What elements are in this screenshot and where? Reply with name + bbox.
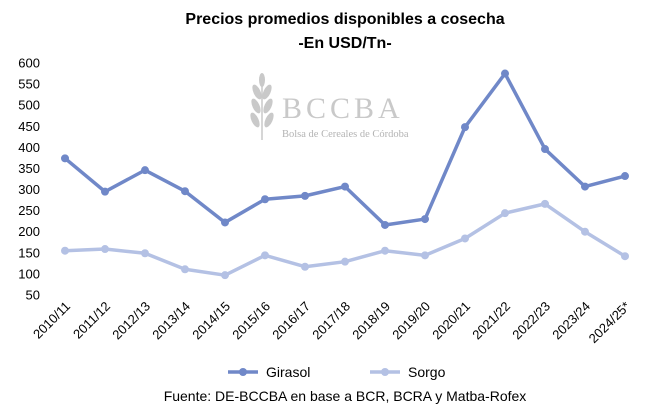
data-point-sorgo — [101, 245, 109, 254]
data-point-sorgo — [621, 252, 629, 261]
legend: Girasol Sorgo — [228, 364, 446, 380]
data-point-sorgo — [461, 234, 469, 243]
x-tick-label: 2014/15 — [189, 299, 233, 343]
x-tick-label: 2022/23 — [509, 299, 553, 343]
y-axis: 50 100 150 200 250 300 350 400 450 500 550 600 — [18, 56, 40, 303]
data-point-girasol — [141, 166, 149, 175]
x-tick-label: 2010/11 — [30, 299, 73, 342]
series-layer — [61, 69, 629, 280]
x-tick-label: 2018/19 — [349, 299, 393, 343]
data-point-girasol — [461, 123, 469, 132]
legend-item-girasol: Girasol — [228, 364, 310, 380]
x-tick-label: 2017/18 — [309, 299, 353, 343]
x-axis: 2010/112011/122012/132013/142014/152015/… — [30, 299, 633, 346]
data-point-girasol — [301, 191, 309, 200]
data-point-sorgo — [501, 209, 509, 218]
x-tick-label: 2024/25* — [586, 299, 633, 346]
y-tick-label: 500 — [18, 98, 40, 113]
source-note: Fuente: DE-BCCBA en base a BCR, BCRA y M… — [164, 388, 527, 404]
data-point-girasol — [501, 69, 509, 78]
data-point-girasol — [181, 187, 189, 196]
data-point-sorgo — [341, 257, 349, 266]
legend-label: Sorgo — [408, 364, 446, 380]
data-point-sorgo — [141, 249, 149, 258]
y-tick-label: 400 — [18, 140, 40, 155]
data-point-sorgo — [381, 246, 389, 255]
y-tick-label: 600 — [18, 56, 40, 71]
x-tick-label: 2020/21 — [429, 299, 473, 343]
series-sorgo — [61, 199, 629, 280]
data-point-girasol — [261, 195, 269, 204]
y-tick-label: 150 — [18, 245, 40, 260]
chart-title: Precios promedios disponibles a cosecha — [185, 11, 504, 28]
data-point-girasol — [541, 145, 549, 154]
watermark-logo-text: BCCBA — [282, 92, 404, 125]
data-point-sorgo — [421, 251, 429, 260]
data-point-girasol — [341, 182, 349, 191]
data-point-sorgo — [301, 262, 309, 271]
data-point-sorgo — [181, 265, 189, 274]
data-point-sorgo — [261, 251, 269, 260]
y-tick-label: 250 — [18, 203, 40, 218]
x-tick-label: 2011/12 — [70, 299, 113, 342]
series-girasol — [61, 69, 629, 229]
y-tick-label: 50 — [26, 288, 40, 303]
legend-label: Girasol — [266, 364, 310, 380]
y-tick-label: 550 — [18, 77, 40, 92]
wheat-icon — [250, 73, 274, 140]
bccba-logo-watermark: BCCBA Bolsa de Cereales de Córdoba — [250, 73, 409, 140]
data-point-girasol — [621, 172, 629, 181]
y-tick-label: 350 — [18, 161, 40, 176]
y-tick-label: 200 — [18, 224, 40, 239]
legend-swatch-marker — [381, 368, 389, 376]
data-point-sorgo — [541, 199, 549, 208]
watermark-logo-subtext: Bolsa de Cereales de Córdoba — [282, 129, 409, 140]
chart-subtitle: -En USD/Tn- — [298, 35, 391, 52]
legend-swatch-marker — [239, 368, 247, 376]
data-point-girasol — [61, 154, 69, 163]
data-point-girasol — [421, 215, 429, 224]
x-tick-label: 2019/20 — [389, 299, 433, 343]
y-tick-label: 300 — [18, 182, 40, 197]
data-point-girasol — [221, 218, 229, 227]
x-tick-label: 2016/17 — [269, 299, 313, 343]
data-point-girasol — [381, 220, 389, 229]
x-tick-label: 2021/22 — [469, 299, 513, 343]
x-tick-label: 2012/13 — [109, 299, 153, 343]
legend-item-sorgo: Sorgo — [370, 364, 446, 380]
data-point-sorgo — [221, 271, 229, 280]
y-tick-label: 100 — [18, 266, 40, 281]
y-tick-label: 450 — [18, 119, 40, 134]
data-point-sorgo — [61, 246, 69, 255]
data-point-girasol — [581, 182, 589, 191]
x-tick-label: 2015/16 — [229, 299, 273, 343]
x-tick-label: 2013/14 — [149, 299, 193, 343]
data-point-girasol — [101, 187, 109, 196]
data-point-sorgo — [581, 227, 589, 236]
